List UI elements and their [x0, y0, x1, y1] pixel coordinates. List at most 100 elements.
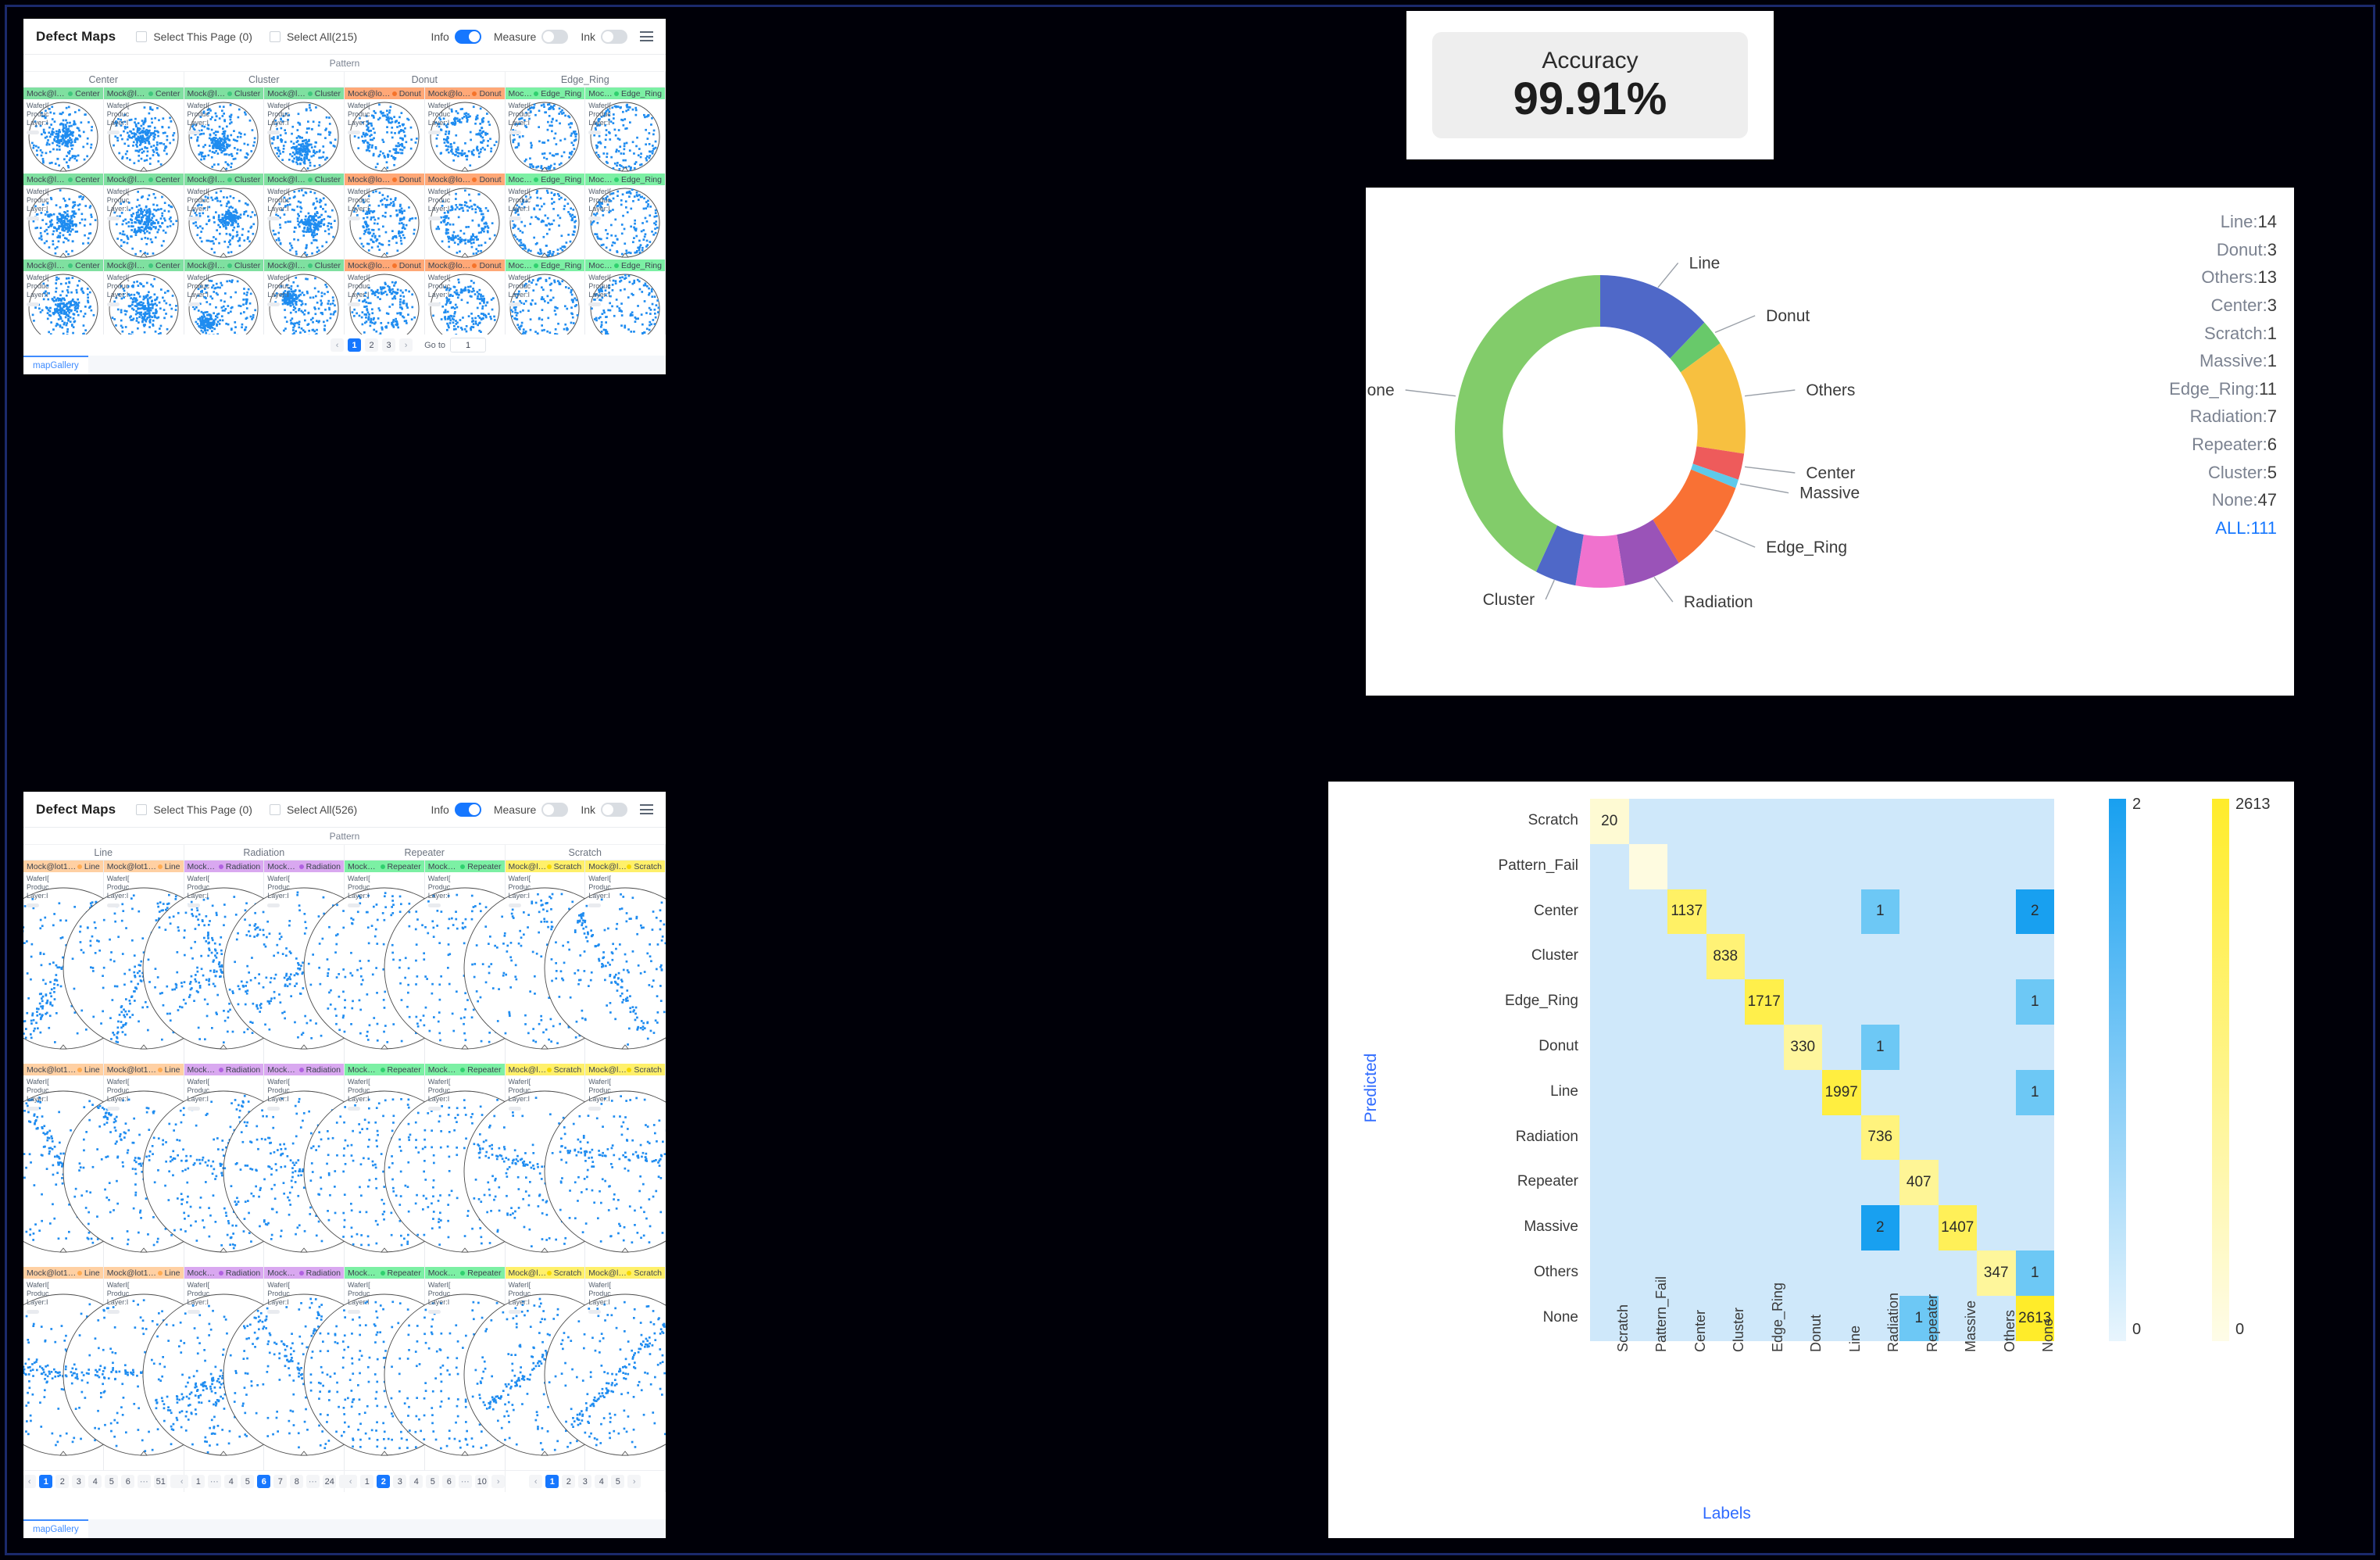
wafer-card[interactable]: Mock@lotTV6SKO_0... Donut WaferI[ProducL…	[424, 174, 506, 259]
pagination-page[interactable]: 5	[426, 1475, 440, 1488]
wafer-card[interactable]: Mock@lotTV6SKO_... Center WaferI[ProducL…	[103, 88, 184, 174]
wafer-card[interactable]: Mock@lotTV6S... Edge_Ring WaferI[ProducL…	[505, 259, 586, 335]
matrix-cell[interactable]: 1	[1860, 889, 1899, 935]
pagination-page[interactable]: 1	[39, 1475, 53, 1488]
matrix-cell[interactable]: 1717	[1745, 979, 1784, 1025]
pagination-next[interactable]: ›	[491, 1475, 506, 1488]
measure-toggle[interactable]: Measure	[494, 29, 569, 44]
wafer-card-body[interactable]: WaferI[Produc Layer:I	[585, 185, 665, 259]
matrix-cell[interactable]: 1	[2015, 979, 2054, 1025]
wafer-card-body[interactable]: WaferI[Produc Layer:I	[544, 1279, 666, 1470]
pagination-page[interactable]: 5	[241, 1475, 255, 1488]
defect-map-gallery-top[interactable]: Defect Maps Select This Page (0) Select …	[23, 19, 666, 374]
wafer-card-body[interactable]: WaferI[Produc Layer:I	[264, 185, 344, 259]
matrix-cell[interactable]: 330	[1783, 1025, 1822, 1070]
wafer-card-body[interactable]: WaferI[Produc Layer:I	[544, 1075, 666, 1267]
select-all-checkbox[interactable]: Select All(215)	[269, 30, 357, 43]
wafer-card-body[interactable]: WaferI[Produc Layer:I	[506, 271, 585, 335]
info-toggle-switch[interactable]	[454, 802, 481, 817]
donut-slice-repeater[interactable]	[1575, 535, 1625, 588]
wafer-card[interactable]: Mock@lot1CBOZ0_... Scratch WaferI[Produc…	[544, 861, 666, 1064]
pagination-page[interactable]: 7	[273, 1475, 288, 1488]
donut-slice-donut[interactable]	[1670, 322, 1721, 373]
donut-slice-cluster[interactable]	[1535, 525, 1584, 586]
checkbox-box[interactable]	[269, 803, 281, 815]
wafer-card[interactable]: Mock@lotTV6SKO_... Cluster WaferI[Produc…	[264, 174, 345, 259]
pagination-page[interactable]: 2	[377, 1475, 391, 1488]
wafer-card-body[interactable]: WaferI[Produc Layer:I	[345, 271, 424, 335]
donut-slice-none[interactable]	[1455, 275, 1600, 572]
wafer-card-body[interactable]: WaferI[Produc Layer:I	[585, 99, 665, 174]
map-gallery-tab[interactable]: mapGallery	[23, 356, 88, 374]
wafer-card[interactable]: Mock@lotTV6SKO_... Center WaferI[ProducL…	[23, 259, 104, 335]
wafer-card-body[interactable]: WaferI[Produc Layer:I	[264, 271, 344, 335]
wafer-card[interactable]: Mock@lotTV6SKO_... Center WaferI[ProducL…	[103, 174, 184, 259]
matrix-cell[interactable]: 20	[1590, 799, 1629, 844]
master-pagination-page[interactable]: 1	[348, 338, 362, 352]
wafer-card-body[interactable]: WaferI[Produc Layer:I	[506, 185, 585, 259]
wafer-card-body[interactable]: WaferI[Produc Layer:I	[506, 99, 585, 174]
donut-slice-massive[interactable]	[1691, 463, 1739, 488]
checkbox-box[interactable]	[136, 803, 148, 815]
wafer-card-body[interactable]: WaferI[Produc Layer:I	[544, 872, 666, 1064]
wafer-card-body[interactable]: WaferI[Produc Layer:I	[264, 99, 344, 174]
pagination-page[interactable]: 51	[154, 1475, 168, 1488]
goto-control[interactable]: Go to 1	[424, 338, 486, 353]
select-this-page-checkbox[interactable]: Select This Page (0)	[136, 30, 252, 43]
matrix-cell[interactable]: 1	[2015, 1251, 2054, 1296]
pagination-page[interactable]: 1	[545, 1475, 559, 1488]
select-this-page-checkbox[interactable]: Select This Page (0)	[136, 803, 252, 816]
wafer-card[interactable]: Mock@lot1CBOZ0_... Scratch WaferI[Produc…	[544, 1064, 666, 1267]
matrix-cell[interactable]: 1407	[1938, 1205, 1977, 1251]
wafer-card[interactable]: Mock@lotTV6SKO_... Cluster WaferI[Produc…	[184, 88, 265, 174]
donut-slice-others[interactable]	[1680, 343, 1746, 454]
wafer-card[interactable]: Mock@lotTV6SKO_... Center WaferI[ProducL…	[23, 88, 104, 174]
matrix-cell[interactable]: 407	[1899, 1160, 1939, 1206]
pagination-prev[interactable]: ‹	[23, 1475, 37, 1488]
wafer-card-body[interactable]: WaferI[Produc Layer:I	[425, 99, 505, 174]
donut-slice-radiation[interactable]	[1617, 519, 1679, 586]
pagination-page[interactable]: 3	[393, 1475, 407, 1488]
pagination-page[interactable]: 5	[611, 1475, 625, 1488]
wafer-card[interactable]: Mock@lotTV6SKO_... Cluster WaferI[Produc…	[264, 259, 345, 335]
matrix-cell[interactable]: 2613	[2015, 1295, 2054, 1341]
master-pagination-prev[interactable]: ‹	[331, 338, 345, 352]
donut-chart[interactable]: Line Donut Others Center Massive Edge_Ri…	[1355, 188, 1960, 699]
pagination-prev[interactable]: ‹	[529, 1475, 543, 1488]
list-icon[interactable]	[640, 31, 653, 41]
pagination-next[interactable]: ›	[627, 1475, 641, 1488]
wafer-card[interactable]: Mock@lotTV6S... Edge_Ring WaferI[ProducL…	[585, 88, 666, 174]
list-icon[interactable]	[640, 804, 653, 814]
wafer-card-body[interactable]: WaferI[Produc Layer:I	[104, 271, 184, 335]
master-pagination-page[interactable]: 3	[382, 338, 396, 352]
pagination-page[interactable]: 2	[562, 1475, 576, 1488]
wafer-card[interactable]: Mock@lotTV6SKO_0... Donut WaferI[ProducL…	[345, 259, 425, 335]
pagination-page[interactable]: 4	[88, 1475, 102, 1488]
wafer-card-body[interactable]: WaferI[Produc Layer:I	[104, 99, 184, 174]
matrix-cell[interactable]: 1	[2015, 1069, 2054, 1115]
info-toggle[interactable]: Info	[431, 802, 481, 817]
wafer-card[interactable]: Mock@lotTV6S... Edge_Ring WaferI[ProducL…	[505, 174, 586, 259]
wafer-card-body[interactable]: WaferI[Produc Layer:I	[425, 271, 505, 335]
pagination-page[interactable]: 4	[595, 1475, 609, 1488]
pagination-prev[interactable]: ‹	[344, 1475, 358, 1488]
donut-slice-line[interactable]	[1600, 275, 1705, 359]
ink-toggle-switch[interactable]	[601, 29, 627, 44]
wafer-card-body[interactable]: WaferI[Produc Layer:I	[184, 99, 264, 174]
master-pagination-page[interactable]: 2	[365, 338, 379, 352]
wafer-card[interactable]: Mock@lotTV6SKO_... Center WaferI[ProducL…	[23, 174, 104, 259]
wafer-card[interactable]: Mock@lotTV6SKO_0... Donut WaferI[ProducL…	[345, 174, 425, 259]
wafer-card[interactable]: Mock@lotTV6SKO_0... Donut WaferI[ProducL…	[424, 259, 506, 335]
matrix-cell[interactable]: 838	[1706, 934, 1745, 980]
measure-toggle-switch[interactable]	[541, 802, 569, 817]
matrix-cell[interactable]: 347	[1977, 1251, 2016, 1296]
pagination-page[interactable]: 3	[578, 1475, 592, 1488]
defect-map-gallery-bottom[interactable]: Defect Maps Select This Page (0) Select …	[23, 792, 666, 1538]
ink-toggle[interactable]: Ink	[581, 29, 627, 44]
checkbox-box[interactable]	[136, 30, 148, 42]
wafer-card-body[interactable]: WaferI[Produc Layer:I	[23, 185, 103, 259]
